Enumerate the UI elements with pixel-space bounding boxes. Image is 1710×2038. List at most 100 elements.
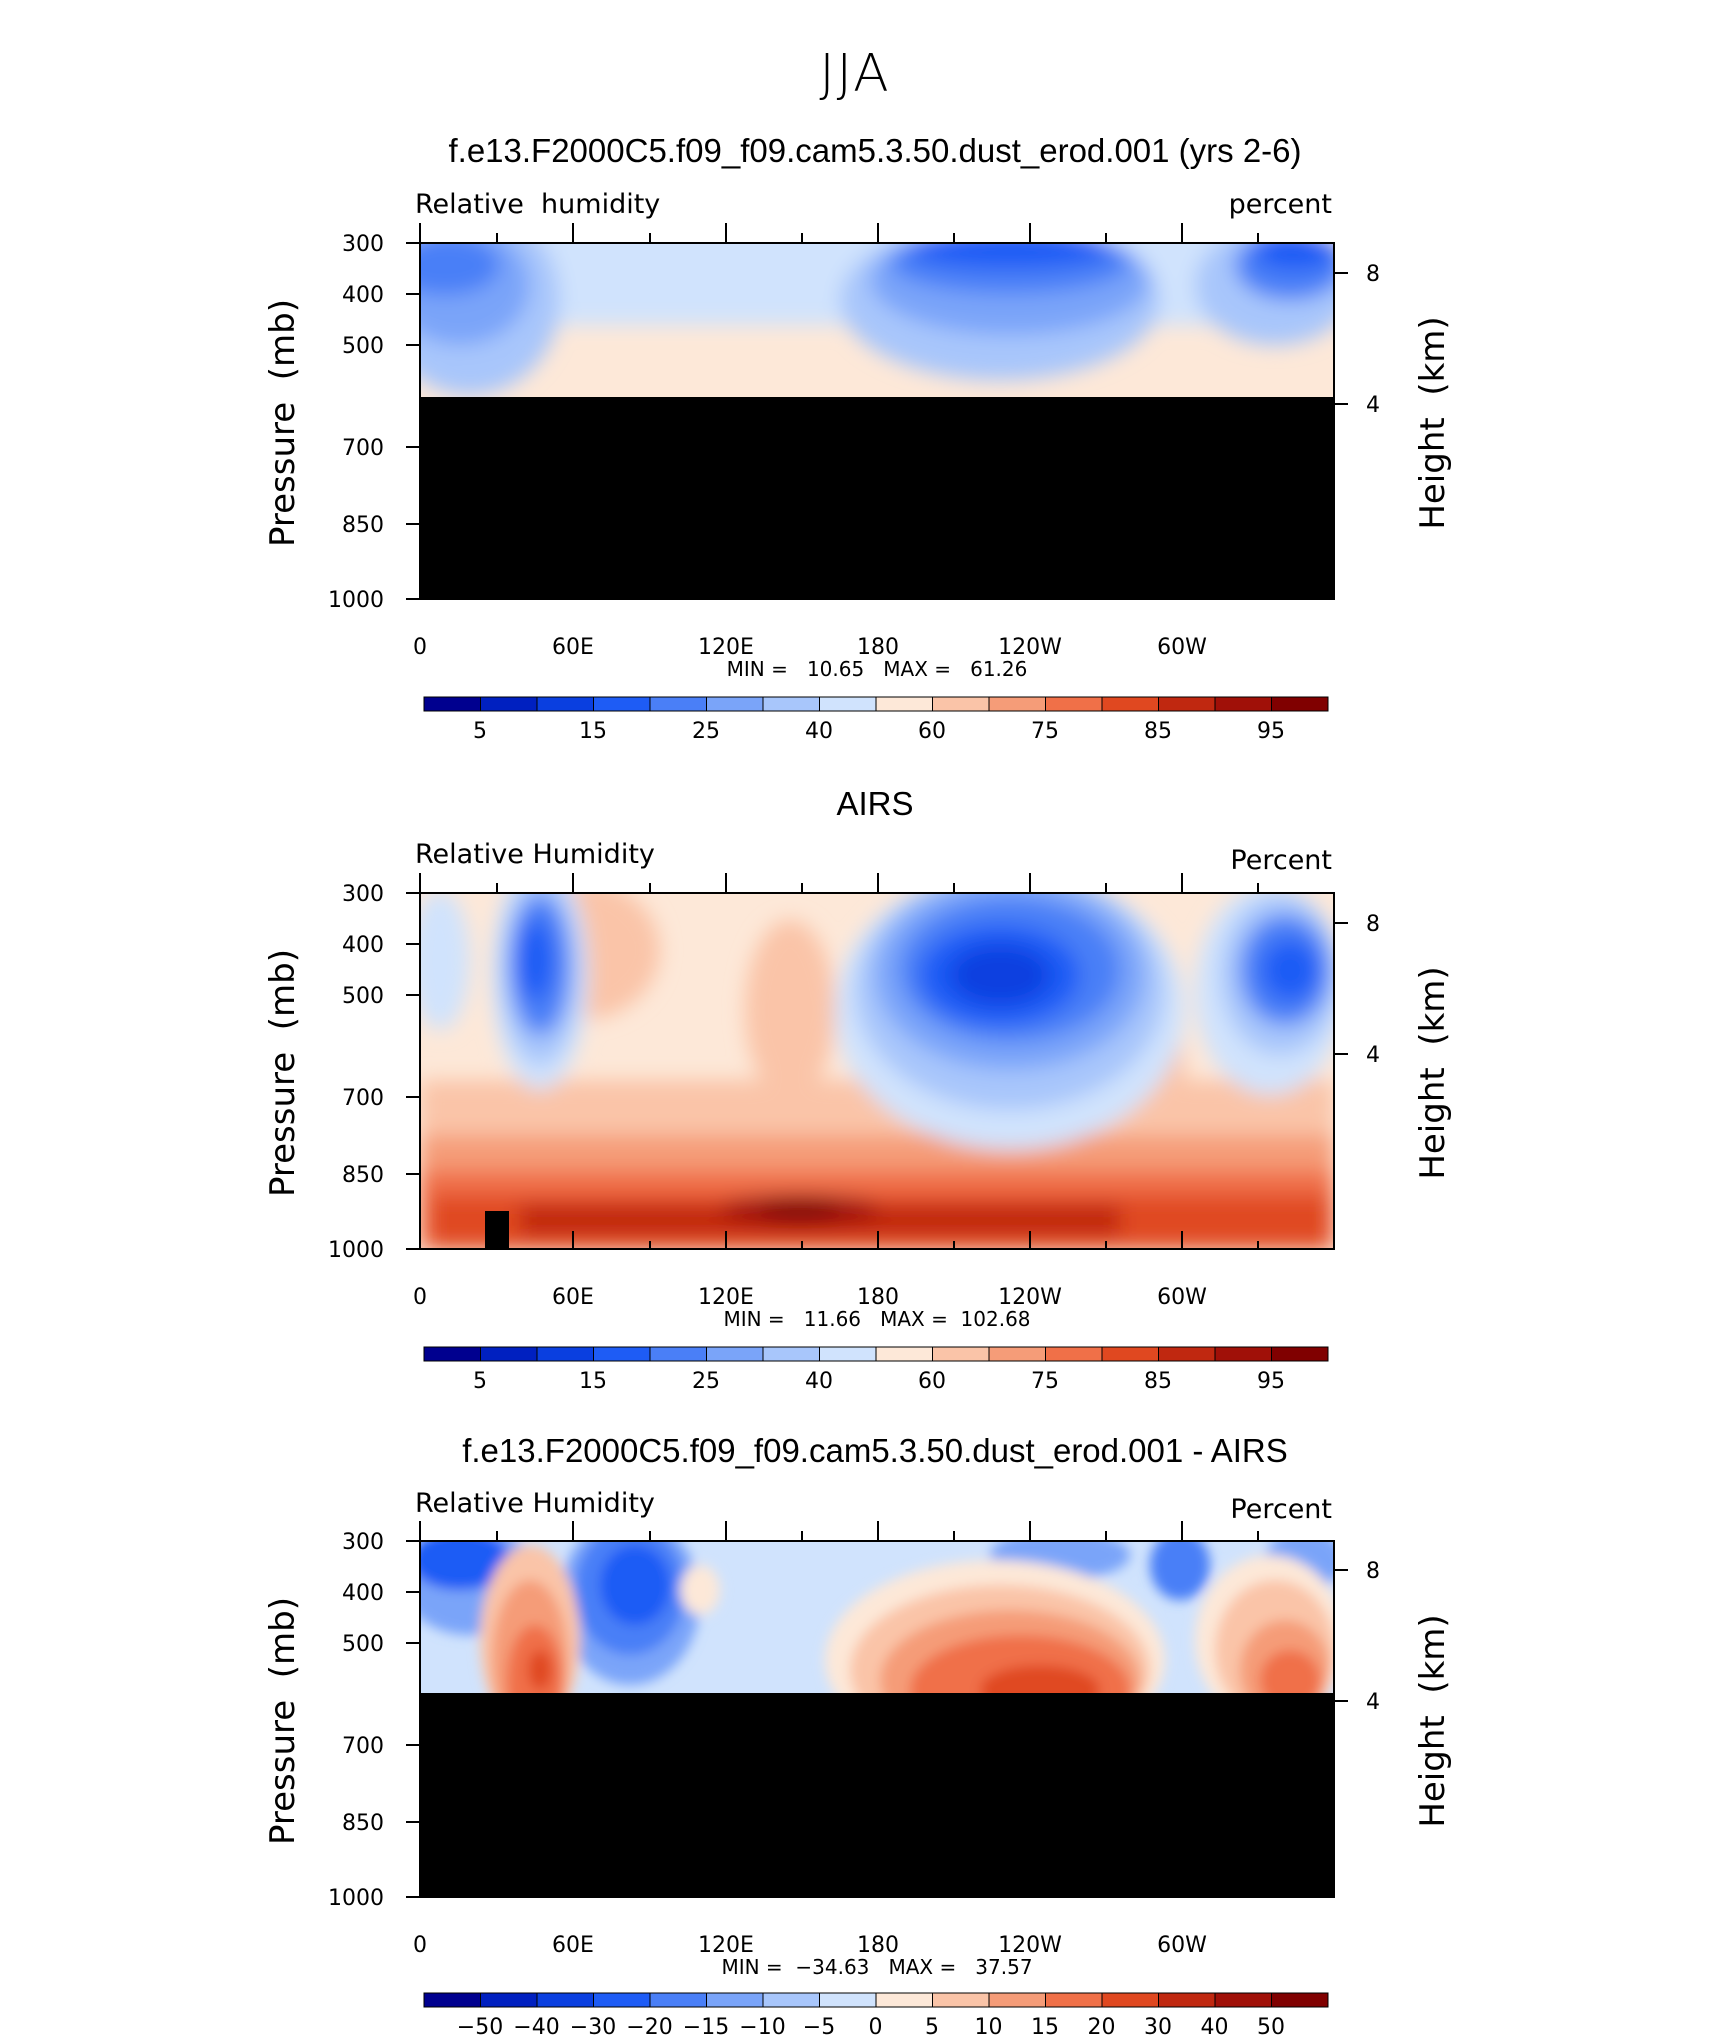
y2-tick-label: 4 bbox=[1366, 393, 1380, 418]
contour-field bbox=[420, 893, 1334, 1249]
colorbar-swatch bbox=[1214, 696, 1272, 712]
y-tick-label: 300 bbox=[342, 882, 384, 907]
y-tick-label: 500 bbox=[342, 984, 384, 1009]
colorbar-swatch bbox=[1045, 696, 1103, 712]
colorbar-swatch bbox=[706, 1992, 764, 2008]
colorbar-swatch bbox=[932, 1992, 990, 2008]
colorbar-swatch bbox=[536, 1992, 594, 2008]
y-axis-label: Pressure (mb) bbox=[263, 299, 303, 547]
colorbar-label: −50 bbox=[457, 2015, 503, 2038]
colorbar-label: −30 bbox=[570, 2015, 616, 2038]
colorbar-label: 75 bbox=[1031, 719, 1059, 744]
colorbar: 5 15 25 40 60 75 85 95 bbox=[423, 696, 1329, 744]
colorbar-label: 40 bbox=[1201, 2015, 1229, 2038]
contour-band bbox=[420, 243, 500, 295]
subtitle-left: Relative Humidity bbox=[415, 1488, 655, 1519]
x-tick-label: 120W bbox=[998, 1285, 1062, 1310]
colorbar-label: −20 bbox=[626, 2015, 672, 2038]
colorbar-swatch bbox=[649, 696, 707, 712]
y-tick-label: 400 bbox=[342, 283, 384, 308]
colorbar-swatch bbox=[819, 1992, 877, 2008]
x-tick-label: 180 bbox=[857, 1285, 899, 1310]
x-tick-label: 60E bbox=[552, 635, 594, 660]
colorbar-label: 30 bbox=[1144, 2015, 1172, 2038]
colorbar-swatch bbox=[649, 1346, 707, 1362]
x-tick-label: 120E bbox=[698, 1285, 754, 1310]
colorbar-label: −40 bbox=[513, 2015, 559, 2038]
colorbar-swatch bbox=[1214, 1346, 1272, 1362]
colorbar-swatch bbox=[1101, 1346, 1159, 1362]
y2-tick-label: 8 bbox=[1366, 912, 1380, 937]
y-tick-label: 300 bbox=[342, 232, 384, 257]
contour-band bbox=[420, 893, 470, 1030]
subtitle-right: percent bbox=[1229, 189, 1332, 220]
y2-tick-label: 4 bbox=[1366, 1690, 1380, 1715]
colorbar-swatch bbox=[1271, 1992, 1329, 2008]
colorbar-swatch bbox=[593, 1992, 651, 2008]
colorbar-label: −15 bbox=[683, 2015, 729, 2038]
contour-field bbox=[420, 1541, 1334, 1897]
colorbar-label: 5 bbox=[925, 2015, 939, 2038]
x-tick-label: 120E bbox=[698, 635, 754, 660]
colorbar-swatch bbox=[875, 1992, 933, 2008]
contour-band bbox=[950, 945, 1050, 1005]
panel-title: f.e13.F2000C5.f09_f09.cam5.3.50.dust_ero… bbox=[462, 1432, 1288, 1469]
x-tick-label: 120E bbox=[698, 1933, 754, 1958]
colorbar-label: −5 bbox=[803, 2015, 835, 2038]
colorbar-label: 75 bbox=[1031, 1369, 1059, 1394]
colorbar-label: 5 bbox=[473, 719, 487, 744]
colorbar-swatch bbox=[593, 1346, 651, 1362]
contour-band bbox=[760, 1200, 840, 1220]
colorbar-swatch bbox=[819, 696, 877, 712]
colorbar: 5 15 25 40 60 75 85 95 bbox=[423, 1346, 1329, 1394]
colorbar-swatch bbox=[706, 696, 764, 712]
contour-band bbox=[528, 1650, 552, 1690]
y-tick-label: 700 bbox=[342, 1734, 384, 1759]
y-tick-label: 400 bbox=[342, 933, 384, 958]
y-tick-label: 1000 bbox=[328, 588, 384, 613]
colorbar-swatch bbox=[762, 696, 820, 712]
plot-axes bbox=[406, 873, 1348, 1250]
colorbar-swatch bbox=[480, 696, 538, 712]
colorbar-label: 40 bbox=[805, 719, 833, 744]
x-tick-label: 0 bbox=[413, 1285, 427, 1310]
panel-airs: AIRS Relative Humidity Percent bbox=[263, 785, 1453, 1394]
colorbar-swatch bbox=[423, 1992, 481, 2008]
contour-band bbox=[1255, 243, 1334, 270]
colorbar-label: 85 bbox=[1144, 719, 1172, 744]
subtitle-left: Relative humidity bbox=[415, 189, 660, 220]
colorbar-label: 10 bbox=[975, 2015, 1003, 2038]
x-tick-label: 60W bbox=[1157, 1285, 1207, 1310]
stats-label: MIN = −34.63 MAX = 37.57 bbox=[721, 1955, 1032, 1979]
subtitle-right: Percent bbox=[1230, 1494, 1332, 1525]
colorbar-swatch bbox=[1271, 1346, 1329, 1362]
contour-field bbox=[420, 243, 1334, 599]
below-ground-mask bbox=[420, 397, 1334, 599]
colorbar-swatch bbox=[932, 696, 990, 712]
x-tick-label: 180 bbox=[857, 1933, 899, 1958]
colorbar-label: 20 bbox=[1088, 2015, 1116, 2038]
colorbar-label: −10 bbox=[739, 2015, 785, 2038]
y-tick-label: 500 bbox=[342, 334, 384, 359]
y-ticks bbox=[406, 892, 1348, 1250]
figure-title: JJA bbox=[819, 44, 891, 104]
y-tick-label: 300 bbox=[342, 1530, 384, 1555]
colorbar-label: 85 bbox=[1144, 1369, 1172, 1394]
colorbar-swatch bbox=[1045, 1992, 1103, 2008]
y-tick-label: 850 bbox=[342, 1163, 384, 1188]
colorbar-label: 50 bbox=[1257, 2015, 1285, 2038]
colorbar-swatch bbox=[988, 696, 1046, 712]
colorbar-label: 15 bbox=[579, 1369, 607, 1394]
y-ticks bbox=[406, 242, 1348, 600]
contour-band bbox=[517, 920, 553, 1000]
y2-tick-label: 8 bbox=[1366, 1559, 1380, 1584]
colorbar-swatch bbox=[649, 1992, 707, 2008]
y-tick-label: 700 bbox=[342, 436, 384, 461]
y2-axis-label: Height (km) bbox=[1413, 966, 1453, 1179]
contour-band bbox=[1262, 940, 1318, 1000]
colorbar-swatch bbox=[819, 1346, 877, 1362]
colorbar-swatch bbox=[480, 1346, 538, 1362]
colorbar-swatch bbox=[875, 696, 933, 712]
y-axis-label: Pressure (mb) bbox=[263, 1597, 303, 1845]
y2-tick-label: 8 bbox=[1366, 262, 1380, 287]
